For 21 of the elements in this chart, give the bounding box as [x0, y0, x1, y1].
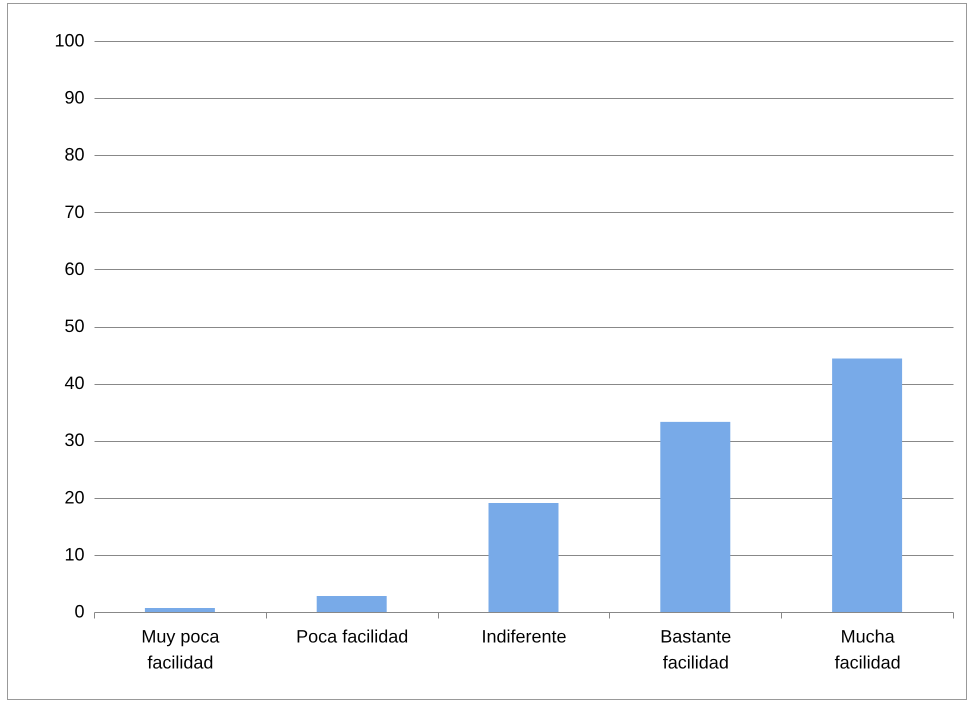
bar [144, 608, 215, 612]
x-tick-label: Poca facilidad [296, 626, 408, 646]
bar [316, 596, 387, 612]
y-tick-label: 40 [64, 373, 84, 394]
y-tick-label: 30 [64, 430, 84, 450]
y-tick-label: 70 [64, 202, 84, 222]
y-tick-label: 80 [64, 144, 84, 165]
y-tick-label: 50 [64, 316, 84, 336]
y-tick-label: 20 [64, 487, 84, 508]
x-tick-label: Bastante facilidad [660, 626, 732, 672]
y-tick-label: 10 [64, 544, 84, 564]
bar [488, 502, 558, 612]
bar [660, 422, 730, 612]
bar [832, 358, 902, 612]
x-tick-label: Indiferente [481, 626, 567, 646]
x-tick-label: Muy poca facilidad [141, 626, 220, 672]
y-tick-label: 60 [64, 258, 84, 279]
x-tick-label: Mucha facilidad [834, 626, 901, 672]
y-tick-label: 90 [64, 88, 84, 108]
y-tick-label: 100 [54, 30, 84, 50]
y-tick-label: 0 [74, 602, 84, 622]
